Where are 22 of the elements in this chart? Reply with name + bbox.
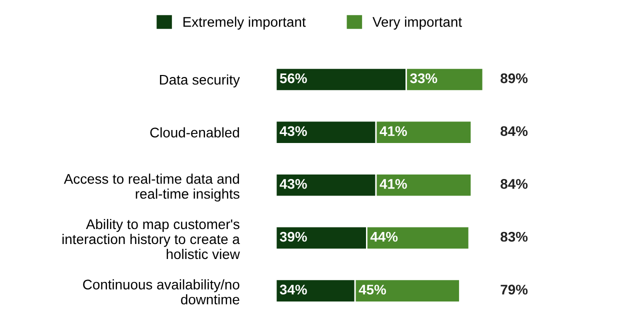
- data-label: 33%: [410, 73, 438, 84]
- data-label: 41%: [380, 179, 407, 189]
- total-label: 79%: [500, 284, 528, 295]
- data-label: 45%: [358, 284, 386, 295]
- data-label: 56%: [280, 73, 307, 84]
- data-label: 39%: [280, 232, 307, 242]
- total-label: 83%: [500, 232, 528, 242]
- data-label: 43%: [280, 179, 307, 189]
- y-tick-label: Cloud-enabled: [150, 127, 239, 138]
- data-label: 34%: [280, 284, 307, 295]
- total-label: 89%: [500, 73, 528, 84]
- data-label: 44%: [370, 232, 398, 242]
- total-label: 84%: [500, 179, 528, 189]
- legend-label: Very important: [372, 16, 462, 30]
- data-label: 41%: [380, 126, 407, 136]
- legend-label: Extremely important: [183, 16, 306, 30]
- y-tick-label: Access to real-time data and real-time insights: [64, 174, 240, 202]
- y-tick-label: Continuous availability/no downtime: [83, 279, 240, 304]
- y-tick-label: Data security: [160, 74, 240, 88]
- total-label: 84%: [500, 126, 528, 136]
- data-label: 43%: [280, 126, 307, 136]
- y-tick-label: Ability to map customer's interaction history to create a holistic view: [62, 218, 240, 260]
